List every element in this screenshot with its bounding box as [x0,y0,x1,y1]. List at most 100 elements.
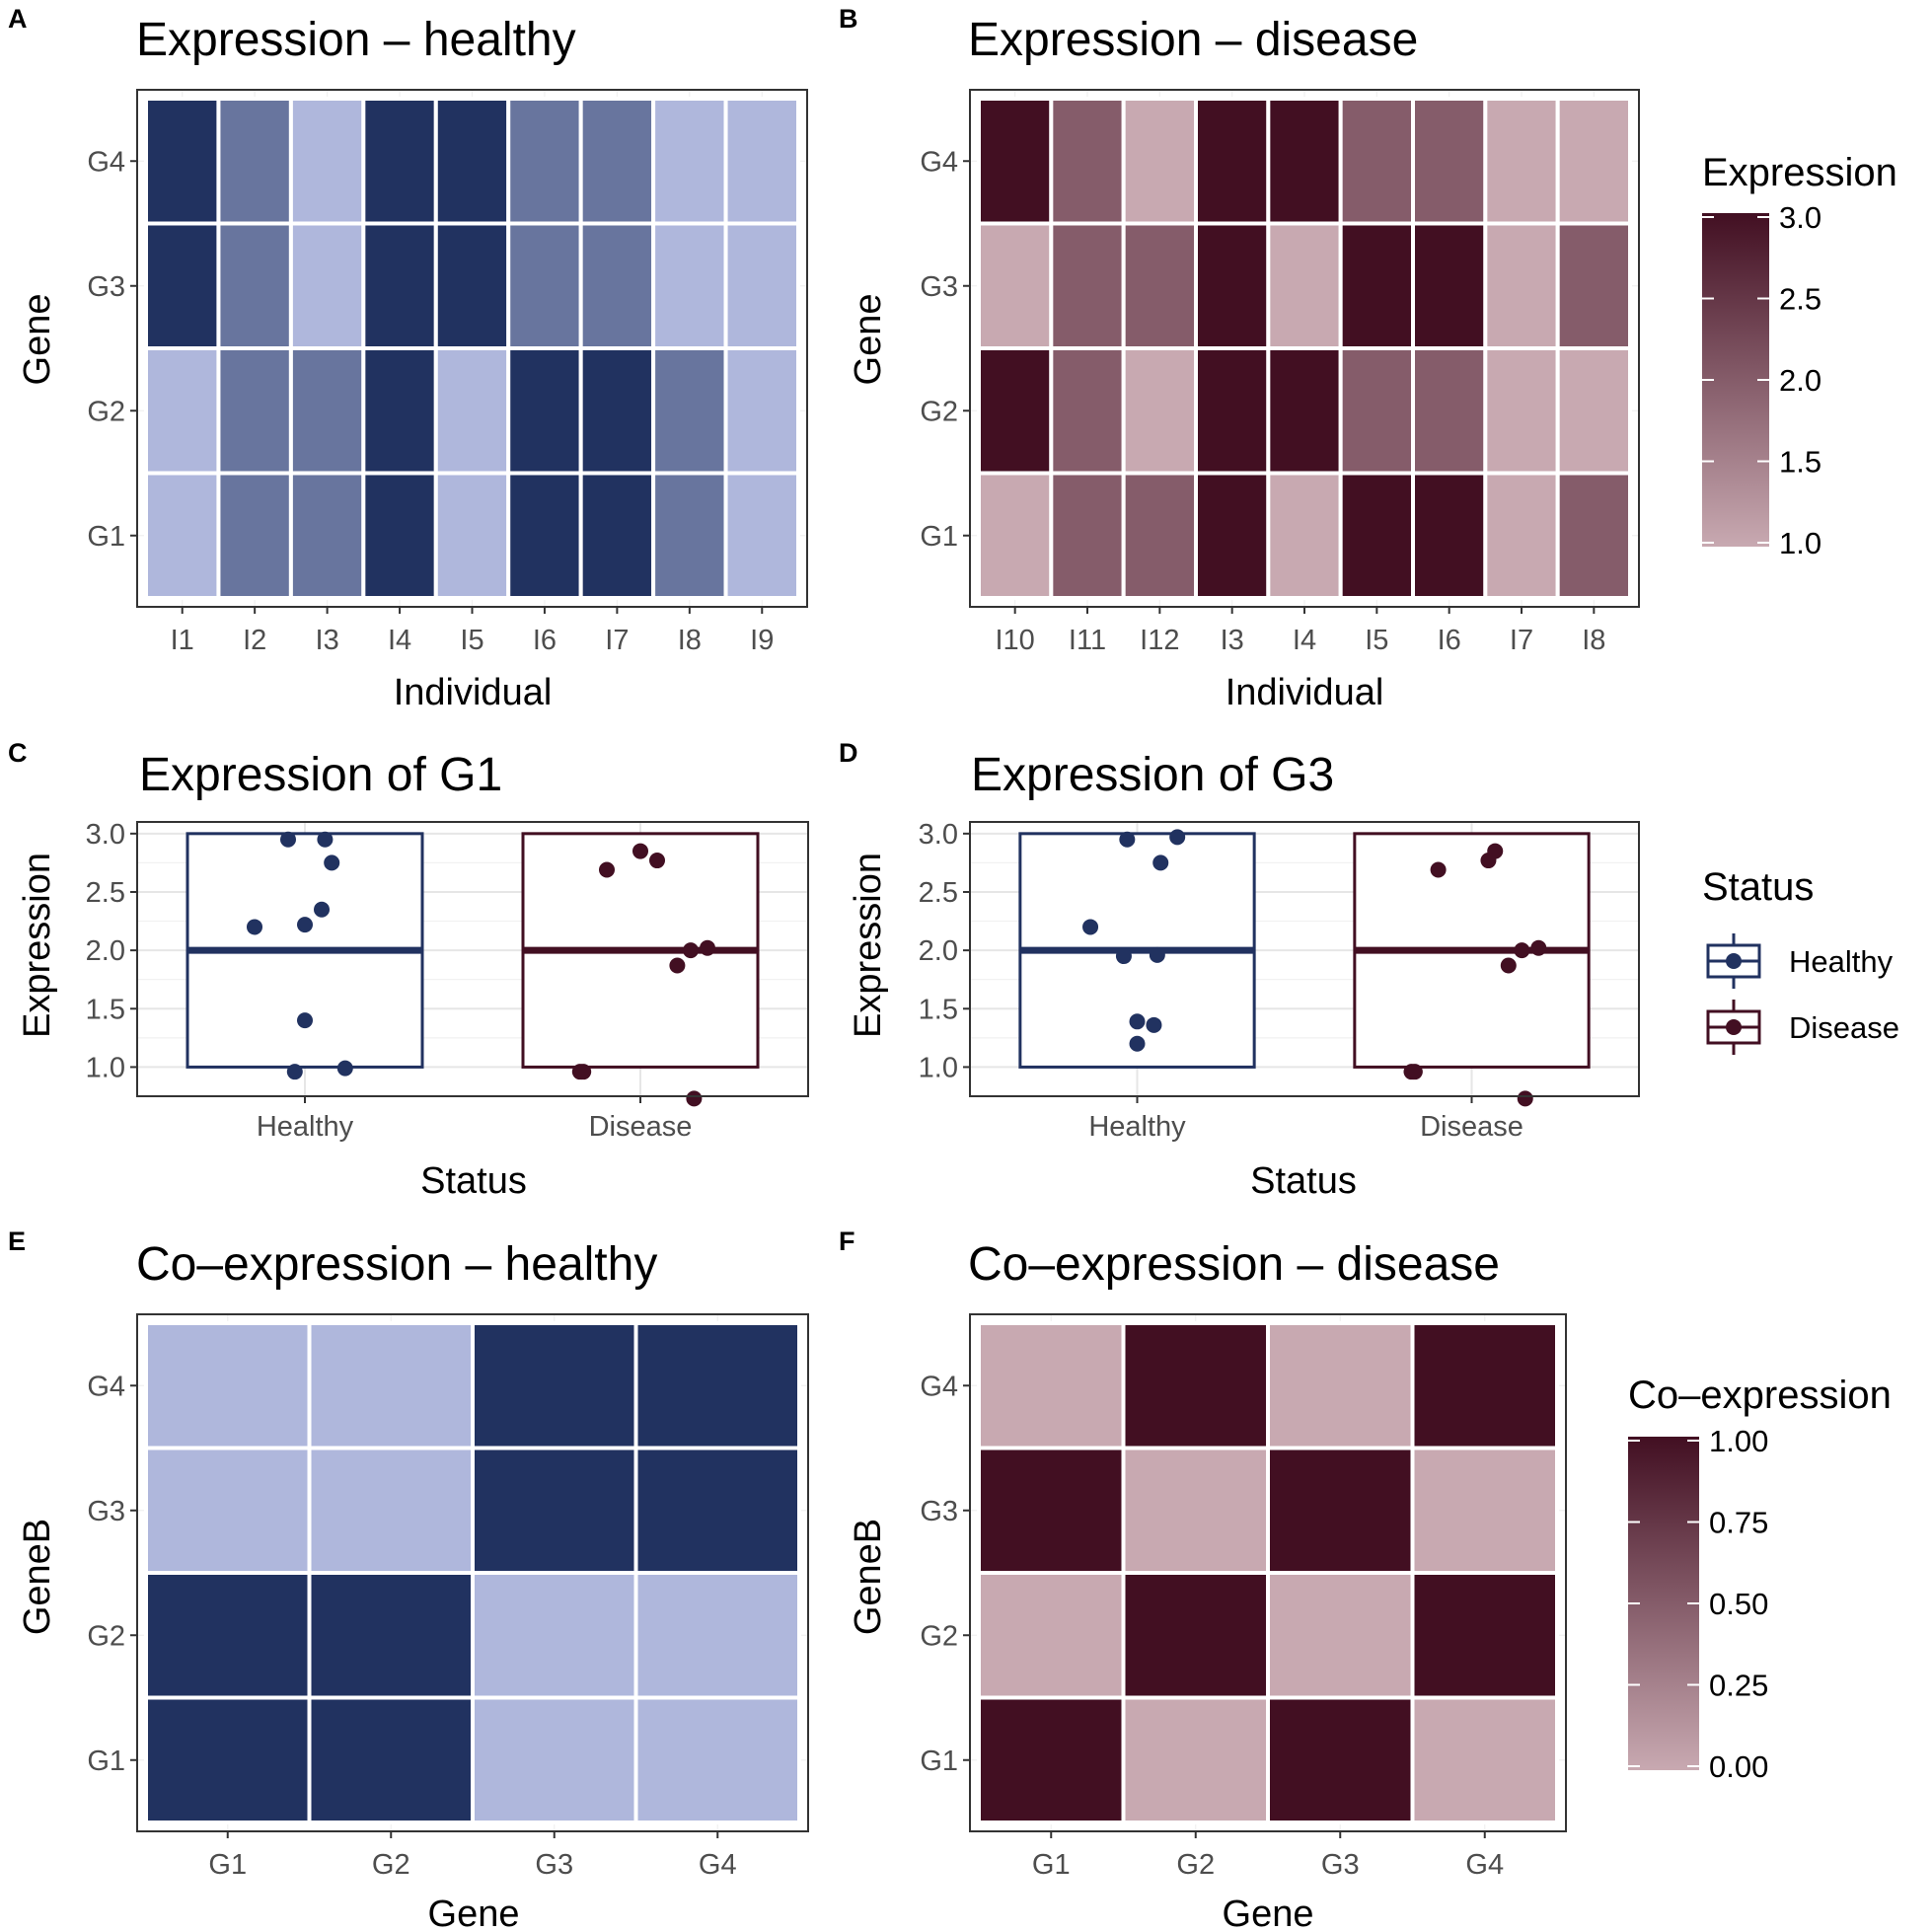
coexpression-colorbar-label: 0.50 [1709,1587,1768,1621]
panel-e-x-tick-label: G1 [208,1849,247,1881]
panel-a-heatmap-cell [361,221,438,350]
panel-d-y-tick-label: 3.0 [919,819,958,851]
panel-f-heatmap-cell [1410,1571,1559,1700]
panel-f-heatmap-cell [977,1321,1126,1450]
panel-a-heatmap-cell [288,346,366,476]
panel-a-heatmap-cell [651,97,728,226]
panel-b-y-tick-label: G3 [920,271,958,303]
panel-b-heatmap-cell [1194,221,1271,350]
panel-b-x-tick-label: I11 [1069,625,1106,656]
panel-a-heatmap-cell [361,471,438,600]
panel-d-data-point [1152,855,1169,871]
panel-b-y-tick-label: G4 [920,146,958,178]
panel-c-data-point [336,1060,353,1077]
panel-a-heatmap-cell [144,221,221,350]
panel-e-y-tick-label: G1 [87,1746,125,1777]
panel-a-heatmap-cell [433,221,511,350]
panel-d-x-axis-title: Status [1250,1160,1357,1202]
panel-b-y-axis-title: Gene [848,294,889,386]
panel-c-data-point [575,1064,592,1080]
panel-a-title: Expression – healthy [136,14,576,66]
panel-b-heatmap-cell [1411,471,1488,600]
panel-f-heatmap-cell [1410,1446,1559,1575]
panel-b-x-tick-label: I5 [1365,625,1388,656]
panel-b-heatmap-cell [1338,221,1415,350]
panel-c-x-tick-label: Healthy [257,1111,354,1143]
panel-f-x-tick-label: G3 [1321,1849,1360,1881]
panel-b-heatmap-cell [1483,97,1560,226]
panel-c-y-axis-title: Expression [17,853,58,1038]
status-legend-title: Status [1702,865,1814,909]
panel-b-x-tick-label: I8 [1582,625,1605,656]
panel-c-x-axis-title: Status [420,1160,527,1202]
panel-b-x-tick-label: I4 [1293,625,1316,656]
panel-a-heatmap-cell [433,346,511,476]
panel-b-heatmap-cell [1049,97,1126,226]
panel-b-heatmap-cell [1121,221,1198,350]
panel-c-data-point [317,831,334,848]
panel-a-y-tick-label: G2 [87,396,125,427]
panel-b-heatmap-cell [1266,471,1343,600]
panel-e-x-tick-label: G2 [372,1849,410,1881]
panel-a-heatmap-cell [361,97,438,226]
panel-a-heatmap-cell [288,471,366,600]
panel-a-x-tick-label: I2 [243,625,266,656]
panel-a-heatmap-cell [506,471,583,600]
panel-a-heatmap-cell [506,346,583,476]
panel-d-data-point [1115,948,1132,965]
panel-c-data-point [599,861,615,878]
panel-c-data-point [314,901,330,918]
panel-c-plot-frame [136,821,809,1097]
panel-a-heatmap-cell [506,221,583,350]
panel-e-title: Co–expression – healthy [136,1238,657,1291]
panel-d-y-axis-title: Expression [848,853,889,1038]
panel-f-heatmap-cell [1266,1571,1415,1700]
panel-b-expression-disease-heatmap: B Expression – disease I10 I11 I12 I3 I4 I5 I6… [839,4,1640,713]
panel-b-heatmap-cell [1049,346,1126,476]
panel-e-heatmap-cell [633,1571,801,1700]
panel-f-title: Co–expression – disease [968,1238,1500,1291]
panel-f-y-axis-title: GeneB [848,1519,889,1635]
panel-a-heatmap-cell [361,346,438,476]
panel-f-heatmap-cell [1121,1695,1270,1824]
panel-a-y-tick-label: G4 [87,146,125,178]
coexpression-legend-title: Co–expression [1628,1374,1892,1417]
panel-e-heatmap-cell [307,1321,475,1450]
panel-f-heatmap-cell [1121,1571,1270,1700]
panel-c-data-point [669,957,686,974]
panel-label-d: D [839,738,858,768]
panel-b-heatmap-cell [1411,97,1488,226]
panel-label-e: E [8,1226,26,1256]
panel-d-title: Expression of G3 [971,749,1334,801]
panel-d-data-point [1514,942,1530,959]
panel-a-heatmap-cell [433,471,511,600]
panel-b-heatmap-cell [1338,97,1415,226]
panel-a-heatmap-cell [216,221,293,350]
panel-a-heatmap-cell [578,221,656,350]
panel-f-coexpression-disease-heatmap: F Co–expression – disease G1 G2 G3 G4 G1 G2 G3… [839,1226,1567,1932]
panel-e-y-tick-label: G3 [87,1496,125,1527]
panel-c-y-tick-label: 1.5 [86,994,125,1025]
panel-d-data-point [1169,829,1186,846]
panel-d-data-point [1129,1035,1146,1052]
panel-b-heatmap-cell [1483,221,1560,350]
panel-a-heatmap-cell [651,471,728,600]
panel-f-heatmap-cell [1121,1321,1270,1450]
panel-e-x-tick-label: G4 [699,1849,737,1881]
panel-a-y-axis-title: Gene [17,294,58,386]
panel-f-heatmap-cell [1410,1695,1559,1824]
panel-label-b: B [839,4,858,34]
coexpression-colorbar-label: 1.00 [1709,1424,1768,1458]
panel-e-coexpression-healthy-heatmap: E Co–expression – healthy G1 G2 G3 G4 G1 G2 G3… [8,1226,809,1932]
panel-e-y-tick-label: G2 [87,1620,125,1652]
panel-d-data-point [1517,1090,1533,1107]
panel-e-x-tick-label: G3 [535,1849,573,1881]
status-legend-key-disease-point [1726,1019,1742,1035]
panel-a-heatmap-cell [578,471,656,600]
panel-e-heatmap-cell [144,1571,312,1700]
panel-a-x-axis-title: Individual [394,672,553,713]
panel-b-heatmap-cell [1049,221,1126,350]
panel-b-x-tick-label: I10 [996,625,1035,656]
panel-e-y-tick-label: G4 [87,1371,125,1402]
panel-b-heatmap-cell [1555,346,1632,476]
